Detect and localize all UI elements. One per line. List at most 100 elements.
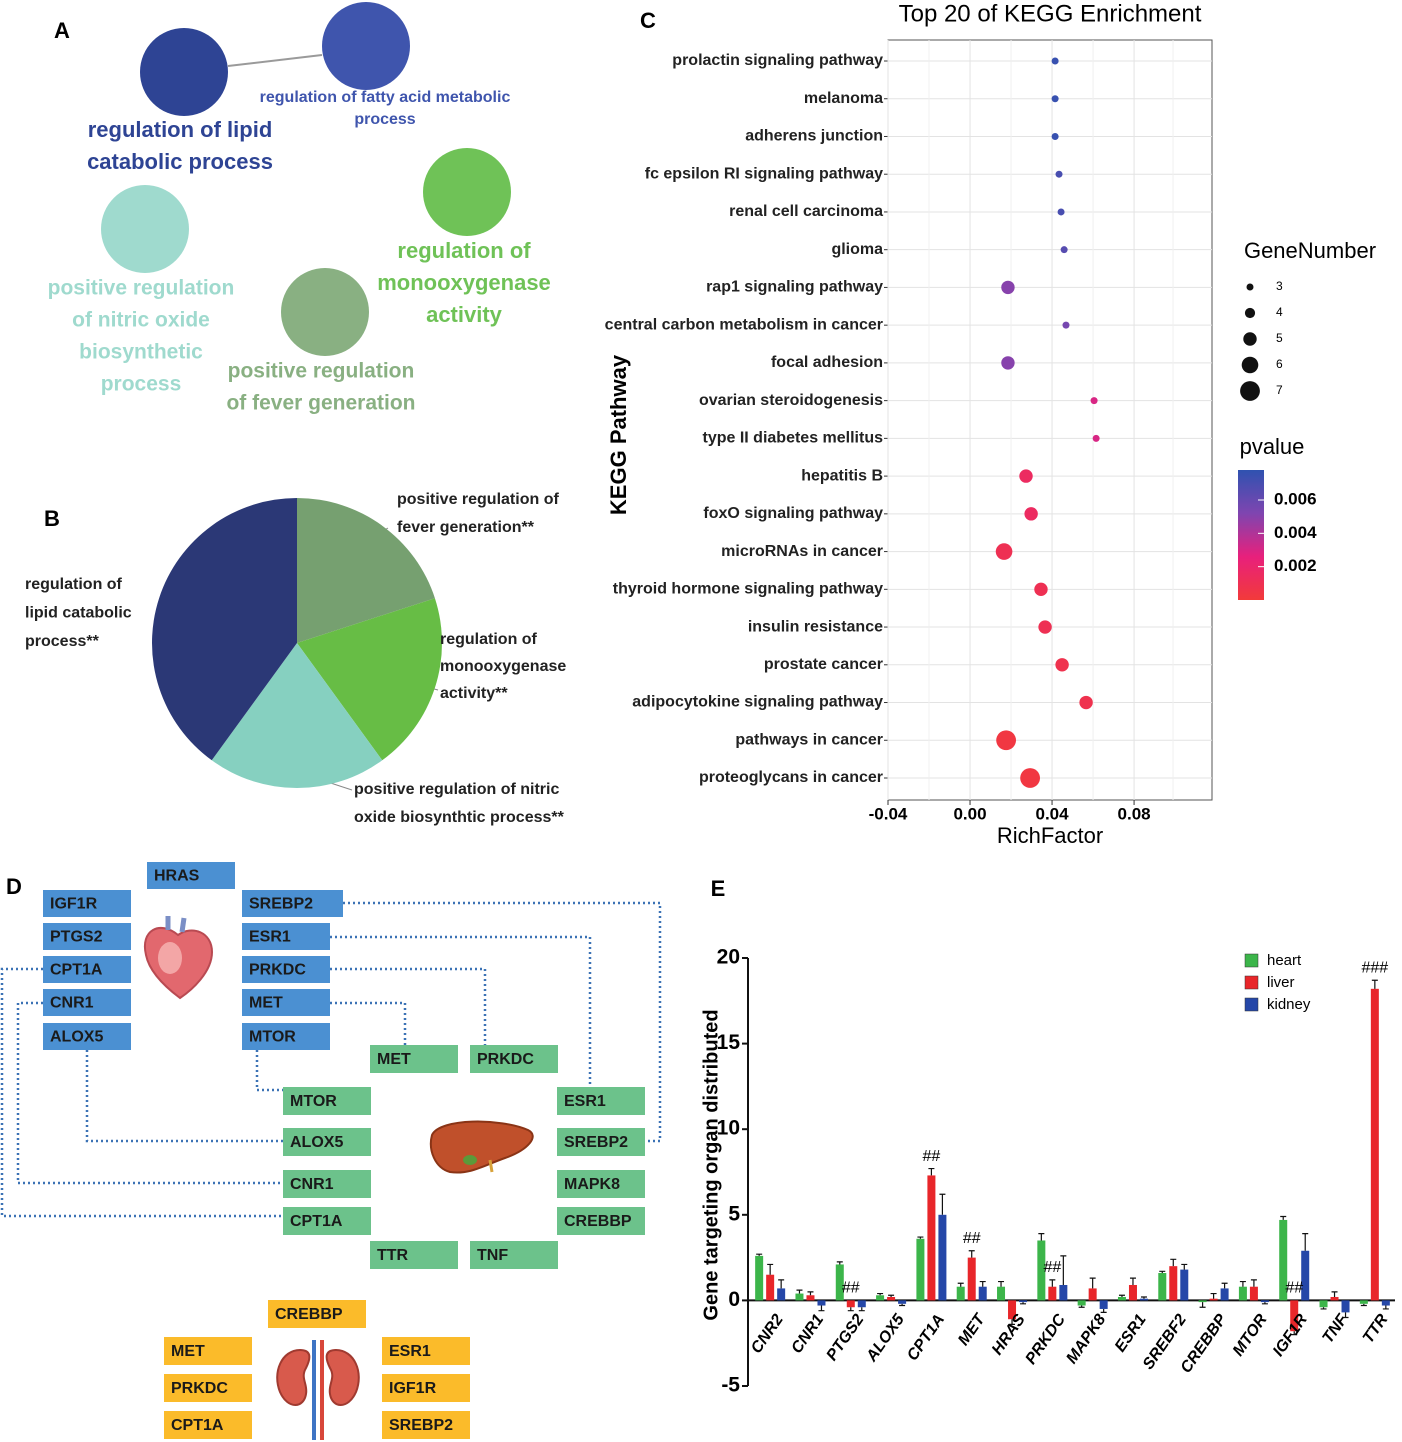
pie-label: lipid catabolic bbox=[25, 605, 132, 622]
gene-box bbox=[242, 923, 330, 950]
gene-label: PRKDC bbox=[171, 1380, 228, 1397]
network-node bbox=[322, 2, 410, 90]
y-tick-label: renal cell carcinoma bbox=[729, 203, 883, 220]
bar bbox=[1077, 1300, 1086, 1306]
gene-box bbox=[242, 956, 330, 983]
gene-label: CNR1 bbox=[50, 995, 94, 1012]
bar bbox=[1059, 1284, 1068, 1301]
legend-size bbox=[1240, 381, 1260, 401]
bar bbox=[1099, 1300, 1108, 1309]
pie-label: positive regulation of nitric bbox=[354, 781, 559, 798]
gene-label: ESR1 bbox=[389, 1343, 431, 1360]
annotation: ### bbox=[1361, 959, 1388, 976]
y-tick-label: adherens junction bbox=[745, 128, 883, 145]
legend-swatch bbox=[1244, 975, 1259, 990]
gene-label: IGF1R bbox=[389, 1380, 437, 1397]
legend-size bbox=[1246, 283, 1254, 291]
annotation: ## bbox=[1285, 1280, 1303, 1297]
bar bbox=[777, 1288, 786, 1301]
bar bbox=[997, 1286, 1006, 1301]
error-bar bbox=[1371, 979, 1378, 989]
error-bar bbox=[1060, 1255, 1067, 1285]
point bbox=[1001, 280, 1015, 295]
pie-label: activity** bbox=[440, 685, 508, 702]
error-bar bbox=[1118, 1294, 1125, 1297]
legend-label: kidney bbox=[1267, 996, 1311, 1013]
x-tick-label: CPT1A bbox=[904, 1311, 948, 1364]
bar bbox=[1330, 1296, 1339, 1301]
error-bar bbox=[1210, 1292, 1217, 1299]
gene-box bbox=[242, 890, 343, 917]
node-label: regulation of lipid bbox=[88, 117, 273, 142]
node-label: regulation of fatty acid metabolic bbox=[260, 89, 511, 106]
bar bbox=[817, 1300, 826, 1306]
annotation: ## bbox=[1043, 1259, 1061, 1276]
error-bar bbox=[1159, 1270, 1166, 1274]
bar bbox=[916, 1238, 925, 1301]
pie-label: regulation of bbox=[25, 576, 123, 593]
gene-label: SREBP2 bbox=[249, 896, 313, 913]
gene-box bbox=[164, 1411, 252, 1439]
colorbar-label: 0.002 bbox=[1274, 556, 1317, 575]
chart-title: Top 20 of KEGG Enrichment bbox=[899, 0, 1202, 27]
legend-size bbox=[1241, 356, 1259, 374]
point bbox=[1055, 170, 1063, 178]
error-bar bbox=[1009, 1319, 1016, 1325]
gene-label: TTR bbox=[377, 1247, 409, 1264]
bar bbox=[938, 1214, 947, 1301]
point bbox=[1060, 246, 1068, 254]
gene-box bbox=[370, 1045, 458, 1073]
y-tick-label: proteoglycans in cancer bbox=[699, 769, 883, 786]
x-tick-label: CNR2 bbox=[748, 1311, 787, 1357]
error-bar bbox=[836, 1261, 843, 1265]
bar bbox=[835, 1264, 844, 1301]
x-tick-label: 0.08 bbox=[1118, 804, 1151, 823]
gene-label: SREBP2 bbox=[389, 1417, 453, 1434]
bar bbox=[846, 1300, 855, 1308]
panel-label: D bbox=[6, 874, 22, 899]
bar bbox=[1128, 1284, 1137, 1301]
error-bar bbox=[1170, 1258, 1177, 1267]
gene-label: MTOR bbox=[249, 1029, 296, 1046]
error-bar bbox=[796, 1289, 803, 1294]
network-node bbox=[140, 28, 228, 116]
x-tick-label: MTOR bbox=[1230, 1311, 1271, 1359]
y-tick-label: hepatitis B bbox=[801, 467, 883, 484]
network-edge bbox=[227, 54, 323, 67]
y-tick-label: fc epsilon RI signaling pathway bbox=[645, 165, 883, 182]
error-bar bbox=[998, 1280, 1005, 1287]
error-bar bbox=[1038, 1233, 1045, 1241]
point bbox=[1057, 208, 1065, 216]
y-tick-label: insulin resistance bbox=[748, 618, 883, 635]
gene-box bbox=[43, 890, 131, 917]
bar bbox=[1341, 1300, 1350, 1313]
bar bbox=[1209, 1298, 1218, 1301]
gene-box bbox=[557, 1087, 645, 1115]
bar bbox=[806, 1295, 815, 1301]
error-bar bbox=[979, 1280, 986, 1287]
point bbox=[1062, 321, 1070, 329]
error-bar bbox=[767, 1263, 774, 1275]
point bbox=[1079, 695, 1093, 710]
gene-label: CPT1A bbox=[50, 962, 103, 979]
legend-size bbox=[1244, 307, 1256, 319]
y-axis-label: Gene targeting organ distributed bbox=[700, 1009, 722, 1320]
gene-box bbox=[557, 1207, 645, 1235]
node-label: of fever generation bbox=[226, 392, 415, 415]
y-tick-label: prostate cancer bbox=[764, 656, 883, 673]
bar bbox=[1139, 1298, 1148, 1301]
panel-label: B bbox=[44, 506, 60, 531]
gene-box bbox=[242, 989, 330, 1016]
gene-box bbox=[164, 1374, 252, 1402]
y-tick-label: type II diabetes mellitus bbox=[703, 430, 884, 447]
node-label: process bbox=[101, 373, 182, 396]
node-label: of nitric oxide bbox=[72, 309, 210, 332]
legend-swatch bbox=[1244, 997, 1259, 1012]
legend-swatch bbox=[1244, 953, 1259, 968]
legend-label: liver bbox=[1267, 974, 1295, 991]
error-bar bbox=[1089, 1277, 1096, 1289]
gene-box bbox=[382, 1411, 470, 1439]
y-tick-label: -5 bbox=[721, 1374, 740, 1397]
bar bbox=[1158, 1273, 1167, 1301]
bar bbox=[1260, 1300, 1269, 1303]
